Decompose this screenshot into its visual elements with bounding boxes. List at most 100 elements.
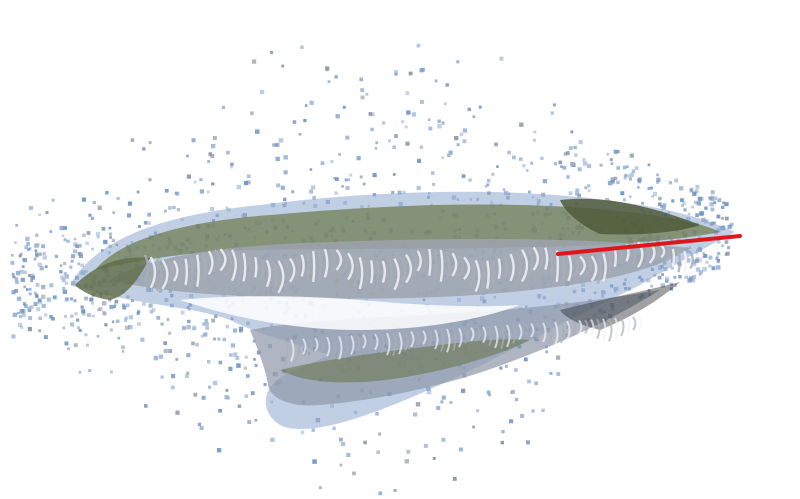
wall-stripe <box>602 252 607 282</box>
outlier-point <box>73 237 77 241</box>
outlier-point <box>622 198 626 202</box>
outlier-point <box>32 275 36 279</box>
outlier-point <box>77 262 81 266</box>
outlier-point <box>275 156 280 162</box>
outlier-point <box>67 347 70 351</box>
outlier-point <box>207 160 210 163</box>
outlier-point <box>674 284 678 288</box>
outlier-point <box>86 231 91 235</box>
outlier-point <box>421 67 425 72</box>
wall-stripe <box>294 256 301 278</box>
outlier-point <box>122 306 126 310</box>
wall-stripe <box>178 259 184 283</box>
outlier-point <box>717 240 721 244</box>
lower-wall-stripe <box>422 330 427 345</box>
outlier-point <box>191 138 196 143</box>
outlier-point <box>413 412 418 417</box>
reconstructed-surface-band <box>70 191 735 430</box>
outlier-point <box>171 374 176 379</box>
wall-stripe <box>509 253 515 282</box>
outlier-point <box>428 126 433 131</box>
outlier-point <box>175 410 180 415</box>
lower-wall-stripe <box>518 323 523 341</box>
outlier-point <box>59 225 64 231</box>
outlier-point <box>19 269 24 274</box>
lower-wall-stripe <box>536 322 541 340</box>
outlier-point <box>210 143 216 149</box>
outlier-point <box>692 275 697 279</box>
wall-stripe <box>567 253 573 282</box>
outlier-point <box>499 56 504 61</box>
outlier-point <box>175 191 180 196</box>
outlier-point <box>143 221 148 225</box>
wall-stripe <box>503 256 508 279</box>
outlier-point <box>116 319 120 323</box>
outlier-point <box>243 366 247 370</box>
wall-stripe <box>671 248 676 268</box>
lower-wall-stripe <box>512 324 517 344</box>
outlier-point <box>156 315 161 320</box>
outlier-point <box>344 178 348 182</box>
outlier-point <box>616 150 620 154</box>
outlier-point <box>78 328 82 332</box>
outlier-point <box>128 315 133 320</box>
outlier-point <box>213 337 216 341</box>
outlier-point <box>172 205 176 210</box>
lower-wall-stripe <box>476 326 481 342</box>
outlier-point <box>432 182 436 186</box>
wall-stripe <box>689 250 695 270</box>
outlier-point <box>359 77 364 82</box>
outlier-point <box>491 172 495 176</box>
outlier-point <box>683 208 687 212</box>
outlier-point <box>381 121 386 125</box>
wall-stripe <box>579 255 586 276</box>
outlier-point <box>532 138 536 142</box>
outlier-point <box>695 184 700 189</box>
outlier-point <box>160 322 164 326</box>
outlier-point <box>501 430 505 434</box>
outlier-point <box>629 173 634 178</box>
outlier-point <box>28 292 32 296</box>
outlier-point <box>210 206 215 211</box>
outlier-point <box>244 394 248 398</box>
outlier-point <box>62 289 67 294</box>
outlier-point <box>703 253 708 258</box>
wall-stripe <box>364 258 369 288</box>
outlier-point <box>404 125 408 129</box>
outlier-point <box>43 335 48 339</box>
outlier-point <box>620 191 625 196</box>
outlier-point <box>312 459 317 464</box>
outlier-point <box>346 452 351 457</box>
outlier-point <box>280 185 285 190</box>
outlier-point <box>42 251 46 256</box>
outlier-point <box>96 235 100 239</box>
outlier-point <box>291 190 295 194</box>
outlier-point <box>436 405 441 410</box>
outlier-point <box>724 216 729 221</box>
outlier-point <box>138 225 141 228</box>
outlier-point <box>496 165 499 168</box>
outlier-point <box>225 206 229 210</box>
outlier-point <box>41 244 45 249</box>
outlier-point <box>631 169 636 174</box>
outlier-point <box>629 195 632 198</box>
outlier-point <box>523 357 528 362</box>
outlier-point <box>417 158 422 163</box>
lower-wall-stripe <box>290 339 295 362</box>
outlier-point <box>69 265 73 269</box>
outlier-point <box>562 165 567 170</box>
outlier-point <box>168 206 172 210</box>
outlier-point <box>716 214 721 219</box>
outlier-point <box>709 202 714 207</box>
outlier-point <box>144 404 148 408</box>
outlier-point <box>63 238 67 242</box>
lower-wall-stripe <box>500 325 505 349</box>
outlier-point <box>19 252 23 256</box>
outlier-point <box>669 282 673 286</box>
outlier-point <box>228 366 233 371</box>
outlier-point <box>699 270 704 274</box>
outlier-point <box>462 139 467 144</box>
outlier-point <box>61 234 65 238</box>
